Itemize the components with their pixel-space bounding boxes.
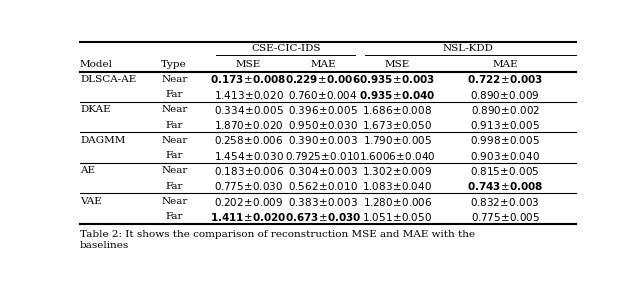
Text: MAE: MAE	[310, 60, 336, 69]
Text: Near: Near	[161, 105, 188, 114]
Text: AE: AE	[80, 166, 95, 175]
Text: $0.396\!\pm\!0.005$: $0.396\!\pm\!0.005$	[288, 104, 358, 116]
Text: $\mathbf{0.935}\!\pm\!\mathbf{0.040}$: $\mathbf{0.935}\!\pm\!\mathbf{0.040}$	[359, 89, 436, 101]
Text: $0.390\!\pm\!0.003$: $0.390\!\pm\!0.003$	[288, 134, 358, 147]
Text: $0.383\!\pm\!0.003$: $0.383\!\pm\!0.003$	[288, 196, 358, 208]
Text: DLSCA-AE: DLSCA-AE	[80, 75, 136, 84]
Text: $\mathbf{0.173}\!\pm\!\mathbf{0.008}$: $\mathbf{0.173}\!\pm\!\mathbf{0.008}$	[211, 73, 287, 85]
Text: Type: Type	[161, 60, 187, 69]
Text: $0.998\!\pm\!0.005$: $0.998\!\pm\!0.005$	[470, 134, 540, 147]
Text: Near: Near	[161, 75, 188, 84]
Text: MSE: MSE	[236, 60, 261, 69]
Text: $0.760\!\pm\!0.004$: $0.760\!\pm\!0.004$	[288, 89, 358, 101]
Text: $\mathbf{0.935}\!\pm\!\mathbf{0.003}$: $\mathbf{0.935}\!\pm\!\mathbf{0.003}$	[360, 73, 435, 85]
Text: Far: Far	[166, 182, 183, 191]
Text: MAE: MAE	[493, 60, 518, 69]
Text: $0.913\!\pm\!0.005$: $0.913\!\pm\!0.005$	[470, 119, 540, 131]
Text: $0.7925\!\pm\!0.010$: $0.7925\!\pm\!0.010$	[285, 150, 361, 162]
Text: $0.202\!\pm\!0.009$: $0.202\!\pm\!0.009$	[214, 196, 284, 208]
Text: $0.334\!\pm\!0.005$: $0.334\!\pm\!0.005$	[214, 104, 284, 116]
Text: VAE: VAE	[80, 197, 102, 206]
Text: Far: Far	[166, 121, 183, 130]
Text: Far: Far	[166, 151, 183, 160]
Text: $\mathbf{0.743}\!\pm\!\mathbf{0.008}$: $\mathbf{0.743}\!\pm\!\mathbf{0.008}$	[467, 180, 543, 192]
Text: $0.890\!\pm\!0.009$: $0.890\!\pm\!0.009$	[470, 89, 540, 101]
Text: CSE-CIC-IDS: CSE-CIC-IDS	[251, 44, 321, 53]
Text: $0.183\!\pm\!0.006$: $0.183\!\pm\!0.006$	[214, 165, 284, 177]
Text: Model: Model	[80, 60, 113, 69]
Text: $0.950\!\pm\!0.030$: $0.950\!\pm\!0.030$	[288, 119, 358, 131]
Text: Near: Near	[161, 136, 188, 145]
Text: DAGMM: DAGMM	[80, 136, 125, 145]
Text: $0.775\!\pm\!0.005$: $0.775\!\pm\!0.005$	[471, 211, 540, 223]
Text: $1.083\!\pm\!0.040$: $1.083\!\pm\!0.040$	[362, 180, 433, 192]
Text: Far: Far	[166, 212, 183, 221]
Text: $0.775\!\pm\!0.030$: $0.775\!\pm\!0.030$	[214, 180, 284, 192]
Text: $1.280\!\pm\!0.006$: $1.280\!\pm\!0.006$	[363, 196, 432, 208]
Text: $1.790\!\pm\!0.005$: $1.790\!\pm\!0.005$	[363, 134, 432, 147]
Text: $0.903\!\pm\!0.040$: $0.903\!\pm\!0.040$	[470, 150, 540, 162]
Text: $1.6006\!\pm\!0.040$: $1.6006\!\pm\!0.040$	[359, 150, 436, 162]
Text: DKAE: DKAE	[80, 105, 111, 114]
Text: $\mathbf{0.673}\!\pm\!\mathbf{0.030}$: $\mathbf{0.673}\!\pm\!\mathbf{0.030}$	[285, 211, 362, 223]
Text: Near: Near	[161, 166, 188, 175]
Text: $1.686\!\pm\!0.008$: $1.686\!\pm\!0.008$	[362, 104, 433, 116]
Text: $1.454\!\pm\!0.030$: $1.454\!\pm\!0.030$	[214, 150, 284, 162]
Text: $0.832\!\pm\!0.003$: $0.832\!\pm\!0.003$	[470, 196, 540, 208]
Text: MSE: MSE	[385, 60, 410, 69]
Text: $1.051\!\pm\!0.050$: $1.051\!\pm\!0.050$	[362, 211, 433, 223]
Text: $0.304\!\pm\!0.003$: $0.304\!\pm\!0.003$	[288, 165, 358, 177]
Text: $1.870\!\pm\!0.020$: $1.870\!\pm\!0.020$	[214, 119, 284, 131]
Text: $0.562\!\pm\!0.010$: $0.562\!\pm\!0.010$	[288, 180, 358, 192]
Text: $0.258\!\pm\!0.006$: $0.258\!\pm\!0.006$	[214, 134, 284, 147]
Text: $1.413\!\pm\!0.020$: $1.413\!\pm\!0.020$	[214, 89, 284, 101]
Text: Near: Near	[161, 197, 188, 206]
Text: Table 2: It shows the comparison of reconstruction MSE and MAE with the
baseline: Table 2: It shows the comparison of reco…	[80, 230, 475, 250]
Text: $\mathbf{0.722}\!\pm\!\mathbf{0.003}$: $\mathbf{0.722}\!\pm\!\mathbf{0.003}$	[467, 73, 543, 85]
Text: $\mathbf{0.229}\!\pm\!\mathbf{0.006}$: $\mathbf{0.229}\!\pm\!\mathbf{0.006}$	[285, 73, 361, 85]
Text: $0.815\!\pm\!0.005$: $0.815\!\pm\!0.005$	[470, 165, 540, 177]
Text: $0.890\!\pm\!0.002$: $0.890\!\pm\!0.002$	[470, 104, 540, 116]
Text: NSL-KDD: NSL-KDD	[443, 44, 493, 53]
Text: $\mathbf{1.411}\!\pm\!\mathbf{0.020}$: $\mathbf{1.411}\!\pm\!\mathbf{0.020}$	[211, 211, 287, 223]
Text: $1.302\!\pm\!0.009$: $1.302\!\pm\!0.009$	[362, 165, 433, 177]
Text: $1.673\!\pm\!0.050$: $1.673\!\pm\!0.050$	[362, 119, 433, 131]
Text: Far: Far	[166, 90, 183, 99]
